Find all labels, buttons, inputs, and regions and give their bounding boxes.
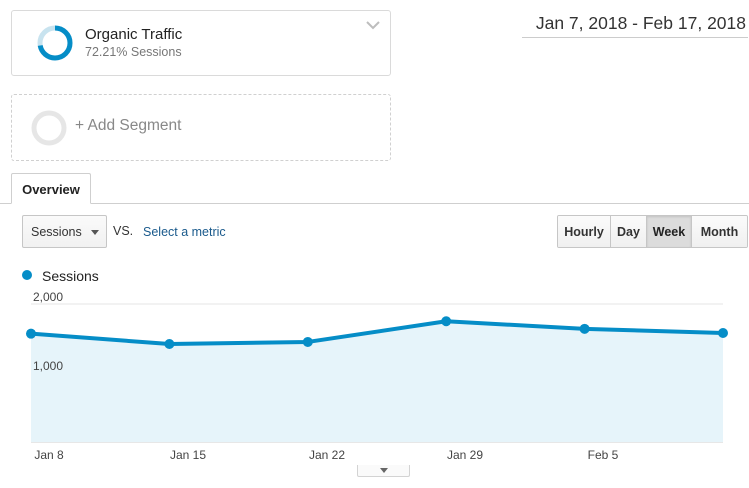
add-segment-button[interactable]: + Add Segment <box>11 94 391 161</box>
caret-down-icon <box>380 468 388 473</box>
empty-segment-ring-icon <box>31 110 67 146</box>
x-tick-label: Jan 15 <box>170 448 206 462</box>
data-point <box>164 339 175 350</box>
segment-donut-icon <box>37 25 73 61</box>
chart-expand-handle[interactable] <box>357 465 410 477</box>
x-tick-label: Jan 22 <box>309 448 345 462</box>
data-point <box>302 336 313 347</box>
date-range-picker[interactable]: Jan 7, 2018 - Feb 17, 2018 <box>522 10 748 38</box>
granularity-day-button[interactable]: Day <box>611 216 647 247</box>
data-point <box>718 327 728 338</box>
segment-share: 72.21% Sessions <box>85 45 182 59</box>
tab-overview[interactable]: Overview <box>11 173 91 204</box>
x-tick-label: Jan 29 <box>447 448 483 462</box>
y-tick-label: 2,000 <box>33 290 63 304</box>
data-point <box>26 328 36 339</box>
y-tick-label: 1,000 <box>33 359 63 373</box>
tab-divider <box>0 203 749 204</box>
series-line <box>30 319 724 347</box>
x-tick-label: Feb 5 <box>588 448 619 462</box>
x-tick-label: Jan 8 <box>34 448 64 462</box>
caret-down-icon <box>91 230 99 235</box>
chevron-down-icon[interactable] <box>365 19 381 31</box>
data-point <box>579 323 590 334</box>
data-point <box>441 316 452 327</box>
granularity-hourly-button[interactable]: Hourly <box>558 216 611 247</box>
sessions-line-chart: 2,000 1,000 Jan 8 Jan 15 Jan 22 Jan 29 Feb 5 <box>26 290 728 462</box>
segment-name: Organic Traffic <box>85 26 183 43</box>
segment-card-organic-traffic[interactable]: Organic Traffic 72.21% Sessions <box>11 10 391 76</box>
granularity-toggle: Hourly Day Week Month <box>557 215 748 248</box>
metric-dropdown[interactable]: Sessions <box>22 215 107 248</box>
legend-series-marker <box>22 270 32 280</box>
add-segment-label: + Add Segment <box>75 117 182 134</box>
granularity-month-button[interactable]: Month <box>692 216 747 247</box>
metric-dropdown-label: Sessions <box>31 225 82 239</box>
granularity-week-button[interactable]: Week <box>647 216 692 247</box>
legend-series-label: Sessions <box>42 268 99 284</box>
vs-label: VS. <box>113 224 134 238</box>
series-area <box>31 321 723 442</box>
select-metric-link[interactable]: Select a metric <box>143 225 226 239</box>
